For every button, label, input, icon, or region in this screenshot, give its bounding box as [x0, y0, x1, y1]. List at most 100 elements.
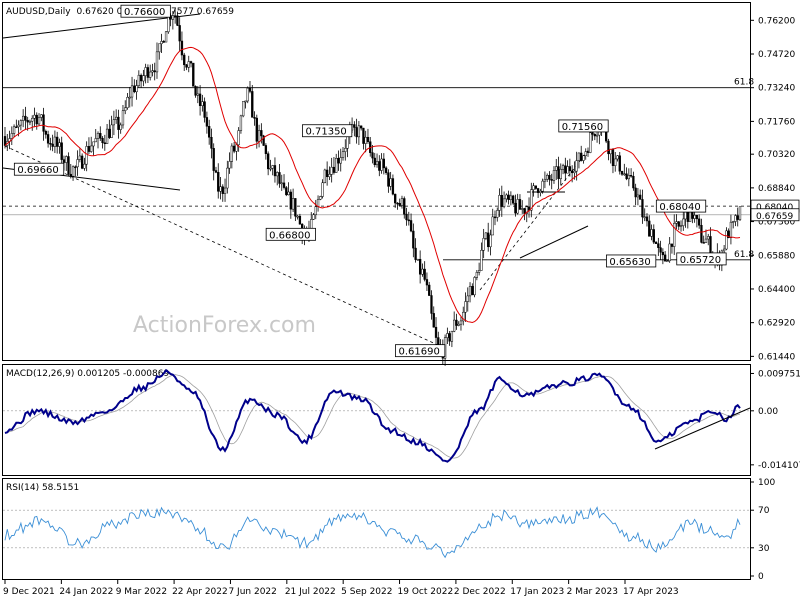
candle-body: [19, 120, 23, 126]
candle-body: [555, 166, 558, 171]
trendline-dashed-support: [4, 145, 441, 347]
price-annotation-box: [676, 252, 727, 266]
watermark-text: ActionForex.com: [133, 313, 316, 338]
price-annotation-label: 0.71560: [562, 122, 603, 133]
price-tick-label: 0.67360: [758, 218, 795, 228]
candle-body: [31, 117, 34, 122]
candle-body: [135, 85, 138, 93]
candle-body: [575, 160, 578, 172]
candle-body: [471, 286, 474, 296]
candle-body: [24, 115, 27, 121]
candle-body: [396, 202, 399, 205]
candle-body: [523, 208, 526, 214]
candle-body: [491, 216, 494, 236]
candle-body: [335, 157, 338, 173]
candle-body: [589, 132, 592, 153]
candle-body: [162, 41, 165, 43]
price-layer: 61.8 61.8 0.76600 0.69660 0.71350 0.66800 0.61…: [2, 4, 754, 366]
candle-body: [414, 247, 417, 260]
candle-body: [142, 75, 145, 82]
candle-body: [698, 218, 701, 226]
candle-body: [178, 25, 181, 42]
candle-body: [105, 128, 109, 144]
price-tick-label: 0.70320: [758, 150, 795, 160]
candle-body: [96, 133, 100, 139]
candle-body: [668, 243, 671, 262]
candle-body: [115, 116, 118, 120]
candle-body: [110, 124, 113, 138]
price-annotation-label: 0.65630: [609, 257, 650, 268]
price-tick-label: 0.73240: [758, 84, 795, 94]
candle-body: [595, 134, 599, 137]
candle-body: [409, 220, 413, 232]
candle-body: [457, 323, 460, 326]
candle-body: [661, 251, 665, 256]
candle-body: [176, 15, 179, 26]
candle-body: [639, 194, 642, 200]
candle-body: [139, 74, 143, 82]
candle-body: [205, 117, 209, 127]
candle-body: [577, 152, 581, 161]
candle-body: [289, 191, 292, 210]
candle-body: [262, 135, 265, 146]
price-annotation-box: [606, 254, 657, 268]
candle-body: [196, 93, 199, 96]
candle-body: [296, 215, 299, 218]
candle-body: [344, 148, 347, 152]
candle-body: [130, 85, 134, 98]
candle-body: [37, 117, 41, 125]
candle-body: [568, 166, 572, 172]
candle-body: [208, 126, 211, 138]
rsi-tick-label: 70: [758, 506, 770, 516]
candle-body: [201, 101, 204, 106]
candle-body: [219, 186, 222, 192]
candle-body: [453, 319, 456, 332]
candle-body: [477, 270, 481, 273]
candle-body: [158, 43, 161, 53]
candle-body: [394, 193, 397, 204]
candle-body: [28, 120, 32, 123]
candle-body: [44, 131, 47, 135]
candle-body: [325, 169, 329, 178]
candle-body: [498, 194, 501, 211]
rsi-line: [4, 506, 741, 559]
candle-body: [339, 157, 342, 164]
candle-body: [611, 148, 615, 166]
rsi-tick-label: 0: [758, 572, 764, 582]
candle-body: [51, 143, 54, 147]
candle-body: [405, 213, 408, 221]
rsi-tick-label: 100: [758, 478, 775, 488]
candle-body: [729, 221, 733, 238]
candle-body: [625, 173, 628, 180]
macd-signal-line: [4, 374, 741, 459]
candle-body: [466, 295, 469, 302]
candle-body: [704, 238, 708, 243]
candle-body: [90, 145, 93, 152]
candle-body: [725, 230, 728, 250]
candle-body: [314, 206, 317, 215]
x-tick-label: 9 Mar 2022: [116, 587, 167, 597]
candle-body: [403, 198, 406, 215]
candle-body: [700, 225, 703, 243]
candle-body: [675, 221, 678, 224]
candle-body: [237, 130, 240, 146]
candle-body: [221, 186, 224, 194]
candle-body: [448, 333, 451, 342]
candle-body: [570, 170, 574, 174]
candle-body: [112, 119, 116, 126]
candle-body: [56, 136, 59, 147]
candle-body: [74, 166, 77, 169]
price-panel-frame: [2, 2, 751, 361]
candle-body: [416, 258, 420, 261]
candle-body: [10, 133, 13, 139]
candle-body: [629, 175, 633, 177]
price-annotation-label: 0.65720: [680, 255, 721, 266]
candle-body: [659, 247, 662, 253]
candle-body: [530, 189, 533, 211]
candle-body: [507, 194, 510, 200]
candle-body: [580, 152, 583, 161]
macd-title: MACD(12,26,9) 0.001205 -0.000869: [6, 369, 169, 379]
rsi-tick-label: 30: [758, 544, 770, 554]
